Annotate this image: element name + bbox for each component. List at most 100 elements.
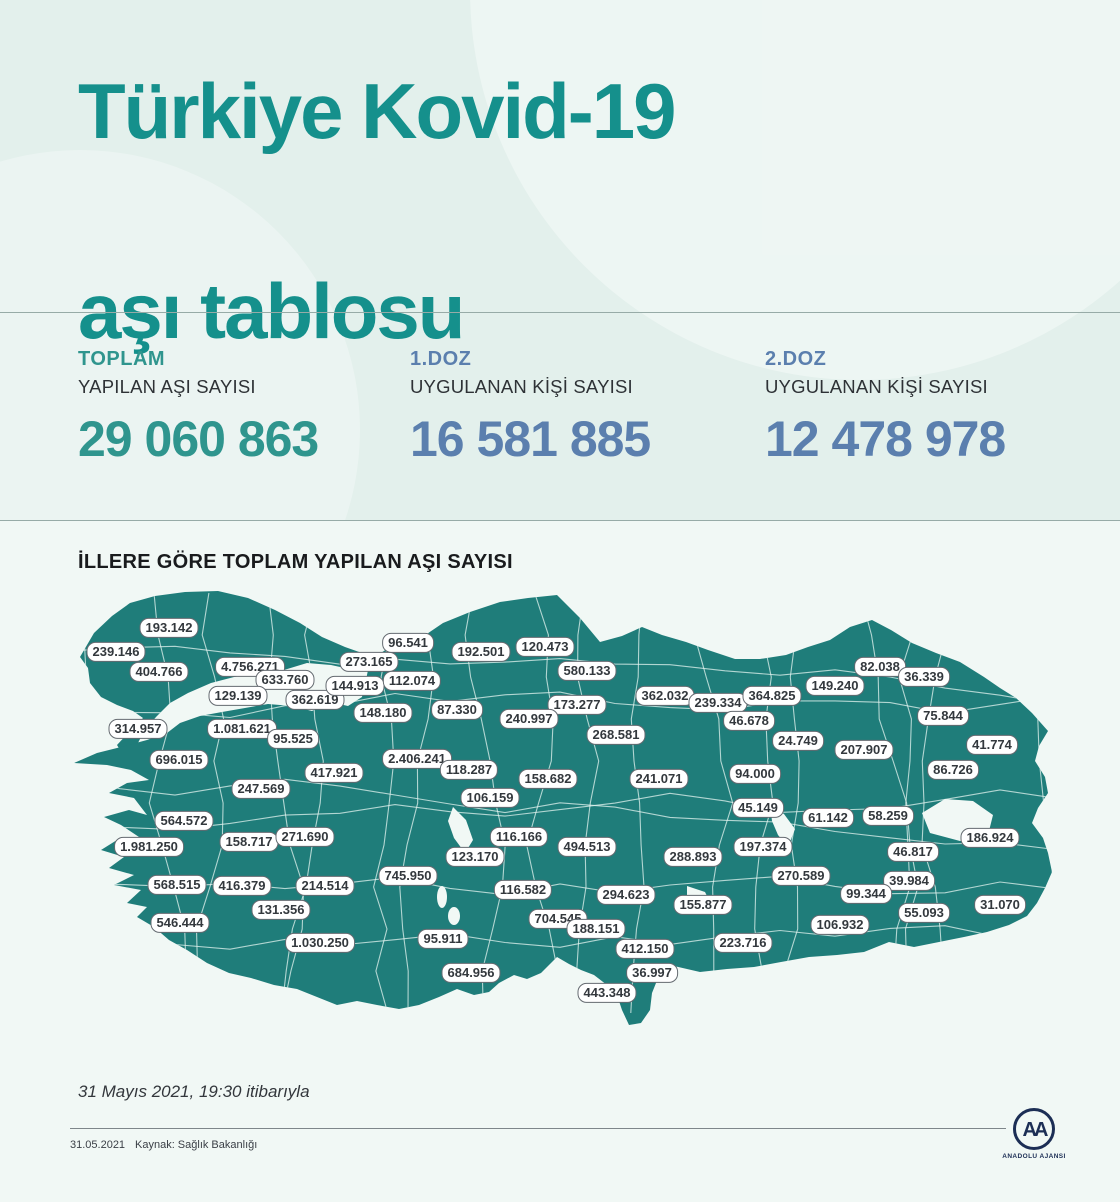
- footer-date: 31.05.2021: [70, 1139, 126, 1151]
- stat-subheading: UYGULANAN KİŞİ SAYISI: [410, 376, 633, 397]
- province-value-pill: 120.473: [515, 636, 575, 658]
- province-value-pill: 144.913: [325, 675, 385, 697]
- province-value-pill: 696.015: [149, 749, 209, 771]
- province-value-pill: 129.139: [208, 685, 268, 707]
- province-value-pill: 268.581: [586, 724, 646, 746]
- province-value-pill: 1.081.621: [207, 718, 277, 740]
- stat-heading: TOPLAM: [78, 348, 166, 370]
- province-value-pill: 41.774: [966, 734, 1018, 756]
- stat-value: 12 478 978: [765, 411, 1006, 467]
- province-value-pill: 684.956: [441, 962, 501, 984]
- province-value-pill: 633.760: [255, 669, 315, 691]
- province-value-pill: 158.717: [219, 831, 279, 853]
- province-value-pill: 197.374: [733, 836, 793, 858]
- map-section-title: İLLERE GÖRE TOPLAM YAPILAN AŞI SAYISI: [78, 551, 513, 573]
- separator-line: [0, 520, 1120, 521]
- province-value-pill: 86.726: [927, 759, 979, 781]
- province-value-pill: 112.074: [382, 670, 442, 692]
- province-value-pill: 417.921: [304, 762, 364, 784]
- province-value-pill: 173.277: [547, 694, 607, 716]
- province-value-pill: 58.259: [862, 805, 914, 827]
- province-value-pill: 149.240: [805, 675, 865, 697]
- province-value-pill: 36.997: [626, 962, 678, 984]
- anatolia-landmass: [74, 595, 1052, 1025]
- title-line2: aşı tablosu: [78, 266, 465, 355]
- province-value-pill: 745.950: [378, 865, 438, 887]
- aa-logo-ring-icon: AA: [1013, 1108, 1055, 1150]
- province-value-pill: 412.150: [615, 938, 675, 960]
- province-value-pill: 39.984: [883, 870, 935, 892]
- province-value-pill: 270.589: [771, 865, 831, 887]
- stat-total-doses: TOPLAM YAPILAN AŞI SAYISI 29 060 863: [78, 348, 319, 468]
- province-value-pill: 494.513: [557, 836, 617, 858]
- stat-heading: 1.DOZ: [410, 348, 472, 370]
- turkey-map: 193.142 239.146 404.766 4.756.271 633.760 129…: [60, 585, 1060, 1035]
- province-value-pill: 207.907: [834, 739, 894, 761]
- aa-logo-caption: ANADOLU AJANSI: [1002, 1153, 1066, 1160]
- province-value-pill: 94.000: [729, 763, 781, 785]
- province-value-pill: 116.582: [493, 879, 553, 901]
- province-value-pill: 24.749: [772, 730, 824, 752]
- separator-line: [0, 312, 1120, 313]
- province-value-pill: 192.501: [451, 641, 511, 663]
- province-value-pill: 87.330: [431, 699, 483, 721]
- province-value-pill: 36.339: [898, 666, 950, 688]
- province-value-pill: 564.572: [154, 810, 214, 832]
- province-value-pill: 273.165: [339, 651, 399, 673]
- footer-source: Kaynak: Sağlık Bakanlığı: [135, 1139, 258, 1151]
- province-value-pill: 404.766: [129, 661, 189, 683]
- footer-rule: [70, 1128, 1006, 1129]
- province-value-pill: 155.877: [673, 894, 733, 916]
- province-value-pill: 568.515: [147, 874, 207, 896]
- province-value-pill: 186.924: [960, 827, 1020, 849]
- stat-subheading: UYGULANAN KİŞİ SAYISI: [765, 376, 988, 397]
- province-value-pill: 46.817: [887, 841, 939, 863]
- province-value-pill: 99.344: [840, 883, 892, 905]
- province-value-pill: 116.166: [489, 826, 549, 848]
- province-value-pill: 223.716: [713, 932, 773, 954]
- province-value-pill: 188.151: [566, 918, 626, 940]
- aa-monogram: AA: [1022, 1118, 1049, 1141]
- stat-second-dose: 2.DOZ UYGULANAN KİŞİ SAYISI 12 478 978: [765, 348, 1006, 468]
- province-value-pill: 1.981.250: [114, 836, 184, 858]
- stat-subheading: YAPILAN AŞI SAYISI: [78, 376, 256, 397]
- stat-first-dose: 1.DOZ UYGULANAN KİŞİ SAYISI 16 581 885: [410, 348, 651, 468]
- province-value-pill: 314.957: [108, 718, 168, 740]
- timestamp-note: 31 Mayıs 2021, 19:30 itibarıyla: [78, 1082, 310, 1101]
- province-value-pill: 46.678: [723, 710, 775, 732]
- province-value-pill: 288.893: [663, 846, 723, 868]
- stat-value: 29 060 863: [78, 411, 319, 467]
- province-value-pill: 158.682: [518, 768, 578, 790]
- province-value-pill: 214.514: [295, 875, 355, 897]
- page-title: Türkiye Kovid-19 aşı tablosu: [78, 62, 677, 361]
- province-value-pill: 45.149: [732, 797, 784, 819]
- title-line1: Türkiye Kovid-19: [78, 67, 677, 155]
- province-value-pill: 82.038: [854, 656, 906, 678]
- province-value-pill: 364.825: [742, 685, 802, 707]
- province-value-pill: 148.180: [353, 702, 413, 724]
- province-value-pill: 95.911: [417, 928, 469, 950]
- province-value-pill: 96.541: [382, 632, 434, 654]
- province-value-pill: 61.142: [802, 807, 854, 829]
- province-value-pill: 106.932: [810, 914, 870, 936]
- province-value-pill: 239.146: [86, 641, 146, 663]
- province-value-pill: 239.334: [688, 692, 748, 714]
- province-value-pill: 294.623: [596, 884, 656, 906]
- province-value-pill: 546.444: [150, 912, 210, 934]
- province-value-pill: 31.070: [974, 894, 1026, 916]
- province-value-pill: 95.525: [267, 728, 319, 750]
- header-band: Türkiye Kovid-19 aşı tablosu TOPLAM YAPI…: [0, 0, 1120, 521]
- province-value-pill: 193.142: [139, 617, 199, 639]
- province-value-pill: 1.030.250: [285, 932, 355, 954]
- province-value-pill: 247.569: [231, 778, 291, 800]
- province-value-pill: 106.159: [460, 787, 520, 809]
- province-value-pill: 240.997: [499, 708, 559, 730]
- province-value-pill: 271.690: [275, 826, 335, 848]
- province-value-pill: 123.170: [445, 846, 505, 868]
- province-value-pill: 362.032: [635, 685, 695, 707]
- province-value-pill: 118.287: [439, 759, 499, 781]
- province-value-pill: 55.093: [898, 902, 950, 924]
- province-value-pill: 75.844: [917, 705, 969, 727]
- province-value-pill: 443.348: [577, 982, 637, 1004]
